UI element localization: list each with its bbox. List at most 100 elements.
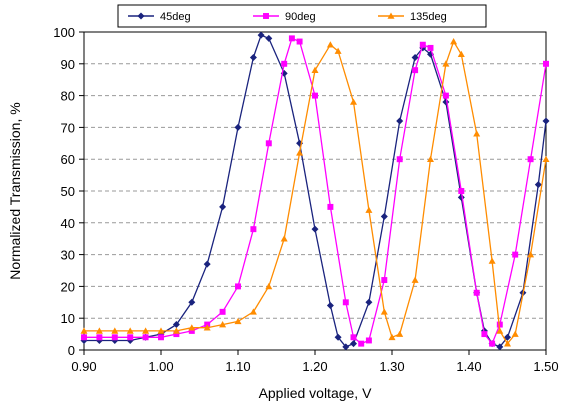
data-point-square [396, 156, 403, 163]
data-point-triangle [442, 60, 450, 67]
x-tick-label: 1.50 [533, 359, 558, 374]
y-tick-label: 0 [68, 343, 75, 358]
data-point-triangle [488, 257, 496, 264]
data-point-triangle [542, 155, 550, 162]
x-axis-title: Applied voltage, V [259, 385, 373, 401]
data-point-diamond [249, 53, 257, 61]
data-point-square [111, 334, 118, 341]
data-point-diamond [350, 340, 357, 348]
data-point-diamond [257, 31, 265, 39]
y-tick-label: 30 [61, 248, 75, 263]
data-point-diamond [534, 181, 542, 189]
data-point-square [543, 60, 549, 67]
x-tick-label: 1.30 [379, 359, 404, 374]
data-point-triangle [188, 324, 196, 331]
data-point-diamond [203, 260, 211, 268]
data-point-triangle [427, 155, 434, 162]
data-point-diamond [326, 301, 334, 309]
data-point-square [473, 289, 480, 296]
data-point-diamond [496, 343, 504, 351]
data-point-triangle [95, 327, 103, 334]
data-point-square [365, 337, 372, 344]
data-point-square [127, 334, 134, 341]
axes: 0 10 20 30 40 50 60 70 80 90 100 0.90 1.00 1.10 1.20 1.… [53, 25, 558, 374]
data-point-diamond [234, 123, 242, 131]
data-point-diamond [396, 117, 404, 125]
data-point-triangle [511, 330, 519, 337]
data-point-square [327, 203, 334, 210]
series-135deg [80, 38, 550, 347]
y-tick-label: 60 [61, 152, 75, 167]
data-point-square [496, 321, 503, 328]
data-point-triangle [111, 327, 119, 334]
y-axis-title: Normalized Transmission, % [7, 102, 23, 279]
legend-label: 90deg [285, 11, 316, 23]
x-tick-label: 0.90 [71, 359, 96, 374]
x-tick-label: 1.40 [456, 359, 481, 374]
data-point-square [512, 251, 519, 258]
data-point-triangle [219, 321, 227, 328]
x-tick-label: 1.10 [225, 359, 250, 374]
data-point-triangle [380, 308, 388, 315]
data-point-triangle [157, 327, 165, 334]
data-point-square [312, 92, 318, 99]
data-point-triangle [326, 41, 334, 48]
data-point-diamond [542, 117, 550, 125]
y-tick-label: 50 [61, 184, 75, 199]
data-point-triangle [527, 251, 535, 258]
data-point-square [427, 44, 434, 51]
data-point-square [381, 277, 388, 284]
data-point-square [412, 67, 419, 74]
data-point-triangle [334, 47, 342, 54]
data-point-square [219, 308, 226, 315]
data-point-triangle [388, 333, 396, 341]
data-point-triangle [80, 327, 88, 334]
data-point-diamond [411, 53, 419, 61]
y-tick-label: 40 [61, 216, 75, 231]
data-point-square [350, 334, 357, 341]
data-point-square [265, 140, 272, 147]
y-tick-label: 70 [61, 120, 75, 135]
data-point-square [188, 327, 195, 334]
legend-label: 45deg [160, 11, 191, 23]
data-point-triangle [411, 276, 419, 283]
series-layer [80, 31, 550, 351]
data-point-triangle [450, 38, 458, 45]
data-point-triangle [365, 206, 373, 213]
data-point-diamond [504, 333, 511, 341]
data-point-square [96, 334, 103, 341]
data-point-square [358, 340, 365, 347]
data-point-triangle [265, 282, 273, 290]
data-point-square [481, 331, 488, 338]
data-point-triangle [473, 130, 481, 137]
data-point-diamond [172, 321, 180, 329]
data-point-diamond [334, 333, 342, 341]
data-point-diamond [265, 34, 273, 42]
data-point-square [419, 41, 426, 48]
legend-label: 135deg [410, 11, 447, 23]
data-point-square [489, 340, 496, 347]
data-point-triangle [504, 340, 511, 347]
data-point-square [527, 156, 534, 163]
y-tick-label: 90 [61, 57, 75, 72]
data-point-diamond [219, 203, 227, 211]
data-point-triangle [496, 327, 504, 334]
data-point-triangle [142, 327, 150, 334]
data-point-triangle [396, 330, 404, 337]
data-point-square [442, 92, 449, 99]
data-point-diamond [188, 298, 196, 306]
data-point-triangle [203, 324, 211, 331]
data-point-square [458, 188, 465, 194]
data-point-square [250, 226, 257, 233]
data-point-square [263, 13, 269, 19]
data-point-square [173, 331, 180, 338]
data-point-triangle [457, 50, 465, 58]
data-point-square [81, 334, 87, 341]
legend-box [117, 4, 487, 28]
data-point-square [296, 38, 303, 45]
data-point-triangle [387, 12, 395, 19]
data-point-triangle [350, 98, 357, 105]
data-point-triangle [172, 327, 180, 334]
y-tick-label: 100 [53, 25, 75, 40]
data-point-square [142, 334, 149, 341]
